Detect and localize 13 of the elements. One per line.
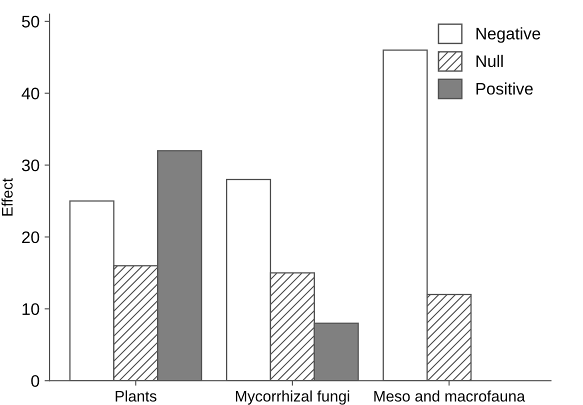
y-tick-label: 0 — [31, 375, 40, 387]
y-tick-label: 40 — [22, 88, 40, 100]
x-tick-label: Mycorrhizal fungi — [236, 390, 350, 405]
legend-label: Null — [476, 54, 503, 68]
y-tick-label: 30 — [22, 160, 40, 172]
y-tick-label: 50 — [22, 16, 40, 28]
legend-label: Negative — [476, 27, 540, 43]
y-tick-label: 20 — [22, 231, 40, 244]
x-tick-label: Plants — [116, 390, 156, 402]
y-axis-title: Effect — [2, 178, 13, 216]
y-tick-label: 10 — [22, 303, 40, 316]
x-tick-label: Meso and macrofauna — [374, 390, 526, 402]
legend-label: Positive — [476, 82, 533, 95]
